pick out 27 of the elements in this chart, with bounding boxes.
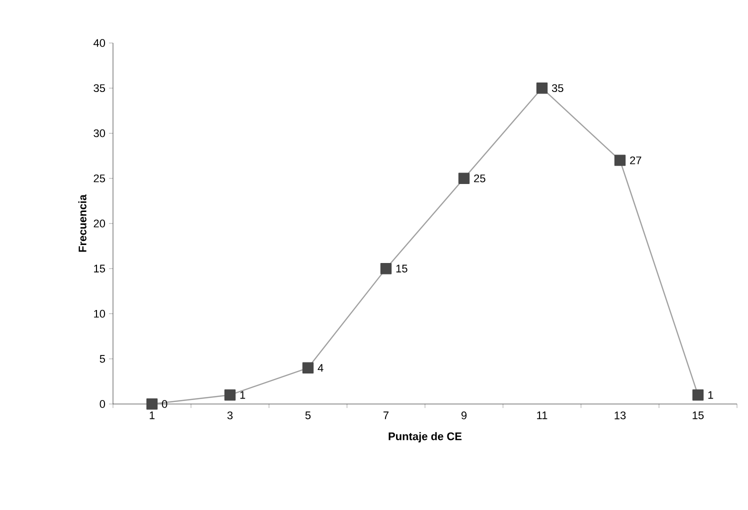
data-label: 25 — [474, 174, 486, 182]
data-label: 35 — [552, 84, 564, 92]
data-label: 27 — [630, 156, 642, 164]
data-label: 4 — [318, 364, 324, 372]
x-tick-label: 15 — [692, 412, 704, 420]
x-tick-label: 11 — [537, 412, 548, 420]
y-tick-label: 35 — [94, 84, 106, 92]
y-tick-label: 25 — [94, 174, 106, 182]
x-tick-label: 3 — [227, 412, 233, 420]
data-label: 15 — [396, 264, 408, 272]
y-tick-label: 20 — [94, 220, 106, 228]
x-tick-label: 7 — [384, 412, 389, 420]
y-tick-label: 10 — [94, 310, 106, 318]
y-tick-label: 15 — [94, 264, 106, 272]
data-label: 0 — [162, 400, 168, 408]
y-tick-label: 0 — [100, 400, 106, 408]
data-label: 1 — [708, 391, 714, 399]
x-tick-label: 1 — [150, 412, 155, 420]
y-tick-label: 40 — [93, 39, 106, 47]
x-tick-label: 9 — [461, 412, 467, 420]
y-axis-title: Frecuencia — [78, 194, 86, 252]
y-tick-label: 5 — [100, 355, 106, 363]
x-tick-label: 13 — [614, 412, 626, 420]
x-tick-label: 5 — [305, 412, 311, 420]
x-axis-title: Puntaje de CE — [388, 432, 462, 442]
data-label: 1 — [240, 391, 246, 399]
y-tick-label: 30 — [94, 129, 106, 138]
